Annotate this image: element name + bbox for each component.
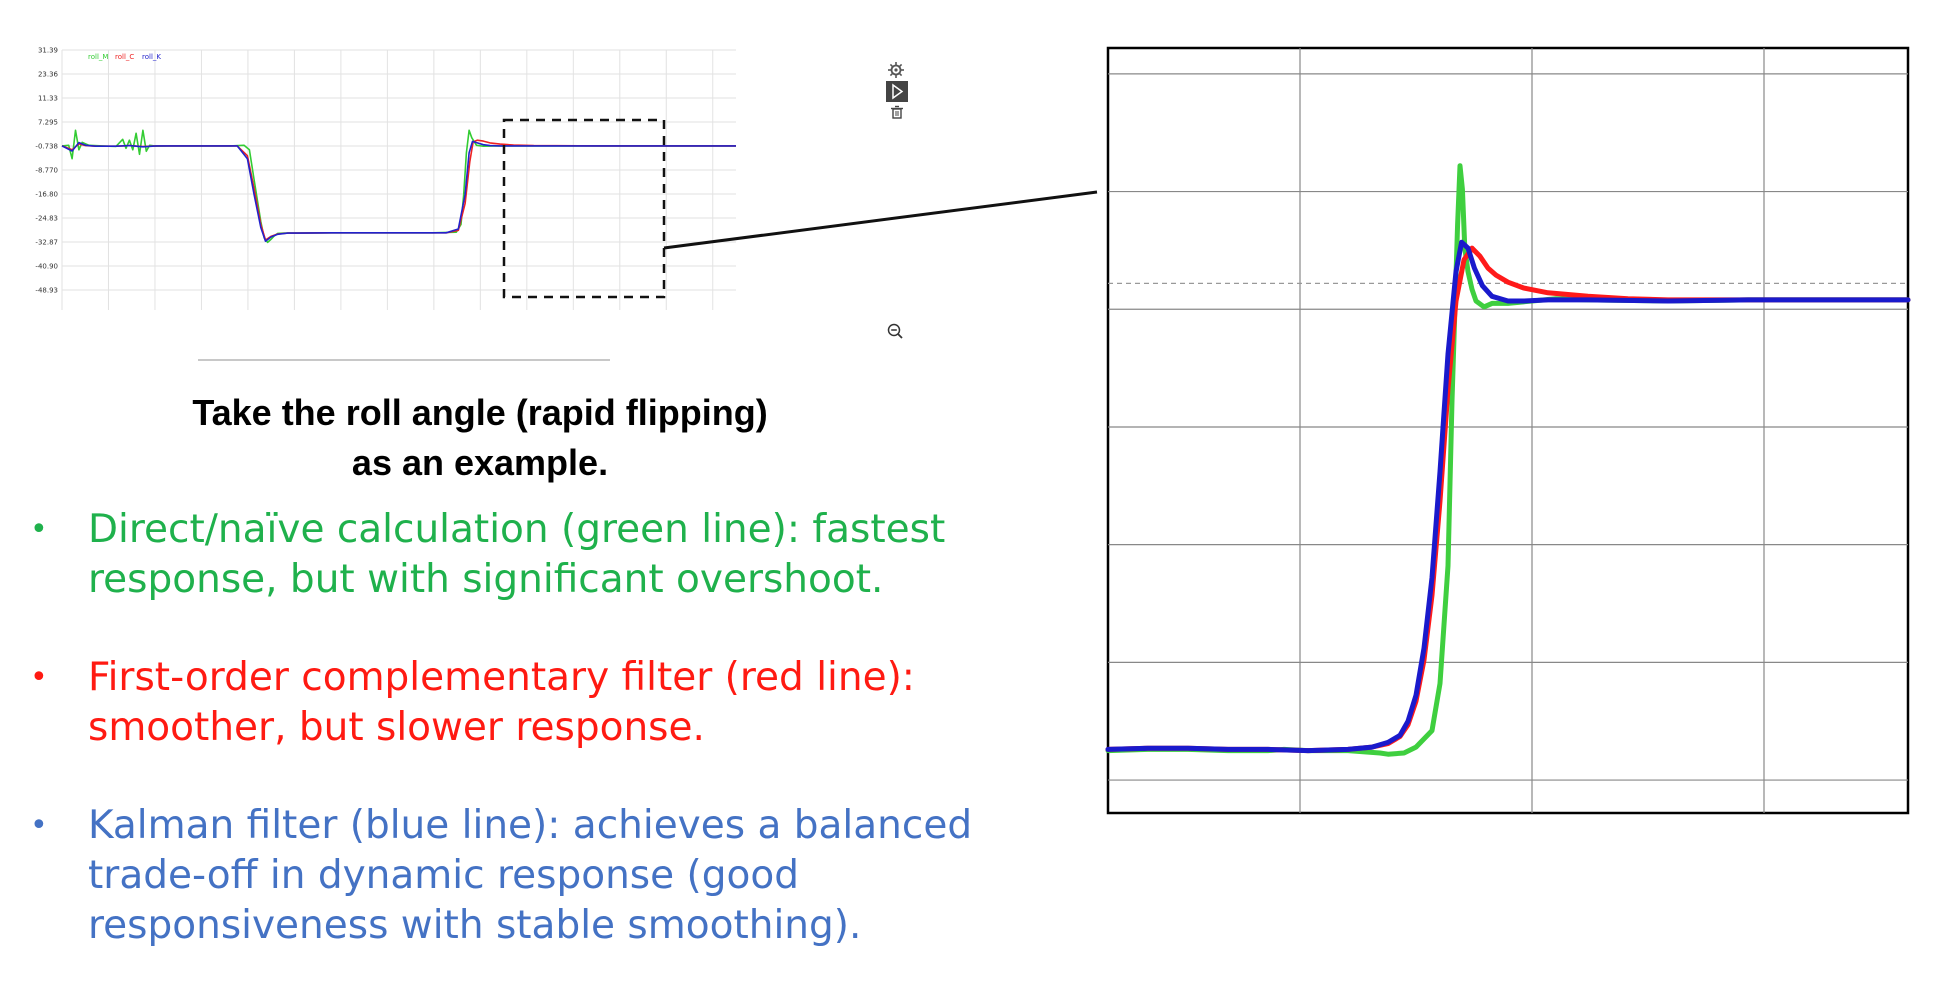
zoomed-chart-grid [1108, 48, 1908, 813]
overview-y-tick-label: 7.295 [38, 119, 58, 127]
caption-line-2: as an example. [351, 442, 609, 483]
overview-series-roll_M [61, 129, 736, 244]
overview-chart-y-ticks: 31.39 23.36 11.33 7.295 -0.738 -8.770 -16.80 -2… [35, 47, 58, 295]
overview-y-tick-label: -24.83 [35, 215, 58, 223]
overview-y-tick-label: -40.90 [35, 263, 58, 271]
caption: Take the roll angle (rapid flipping) as … [130, 388, 830, 488]
overview-y-tick-label: -0.738 [35, 143, 58, 151]
explanation-list: • Direct/naïve calculation (green line):… [18, 505, 998, 999]
zoom-out-icon[interactable] [887, 323, 903, 339]
bullet-complementary-filter: • First-order complementary filter (red … [18, 653, 998, 753]
play-icon[interactable] [886, 81, 908, 102]
bullet-text: Direct/naïve calculation (green line): f… [88, 507, 946, 602]
bullet-direct-calculation: • Direct/naïve calculation (green line):… [18, 505, 998, 605]
legend-label-roll_M: roll_M [88, 53, 108, 61]
overview-y-tick-label: 31.39 [38, 47, 58, 55]
zoomed-chart-frame [1106, 46, 1910, 815]
caption-line-1: Take the roll angle (rapid flipping) [192, 392, 768, 433]
zoomed-chart-series [1105, 163, 1911, 757]
bullet-dot: • [30, 512, 48, 547]
bullet-text: First-order complementary filter (red li… [88, 655, 915, 750]
gear-icon[interactable] [888, 62, 904, 78]
bullet-text: Kalman filter (blue line): achieves a ba… [88, 803, 973, 948]
overview-chart-legend: roll_M roll_C roll_K [88, 53, 161, 61]
overview-chart-series [61, 129, 736, 244]
overview-chart: 31.39 23.36 11.33 7.295 -0.738 -8.770 -16.80 -2… [35, 47, 908, 361]
overview-series-roll_K [61, 140, 736, 242]
overview-series-roll_C [61, 139, 736, 241]
legend-label-roll_K: roll_K [142, 53, 161, 61]
bullet-dot: • [30, 808, 48, 843]
overview-y-tick-label: -8.770 [35, 167, 58, 175]
zoomed-series-kalman [1105, 239, 1911, 754]
bullet-kalman-filter: • Kalman filter (blue line): achieves a … [18, 801, 998, 951]
legend-label-roll_C: roll_C [115, 53, 134, 61]
zoomed-chart [1105, 46, 1911, 815]
overview-y-tick-label: -16.80 [35, 191, 58, 199]
overview-y-tick-label: 23.36 [38, 71, 59, 79]
overview-y-tick-label: 11.33 [38, 95, 58, 103]
bullet-dot: • [30, 660, 48, 695]
overview-y-tick-label: -48.93 [35, 287, 58, 295]
overview-chart-grid [61, 49, 736, 310]
overview-y-tick-label: -32.87 [35, 239, 58, 247]
trash-icon[interactable] [891, 105, 903, 119]
